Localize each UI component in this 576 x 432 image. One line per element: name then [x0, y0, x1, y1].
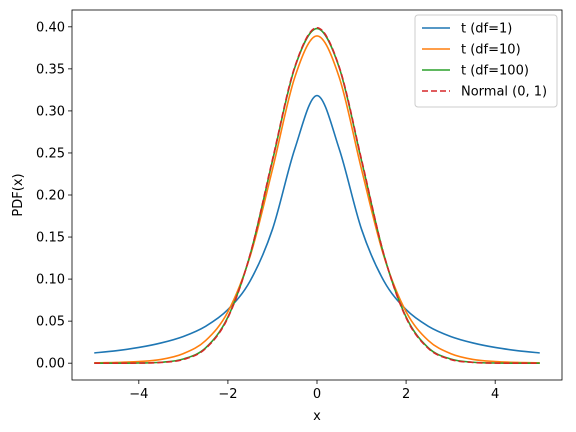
series-layer [94, 26, 540, 364]
x-axis-label: x [313, 409, 321, 424]
y-axis-ticks: 0.00 0.05 0.10 0.15 0.20 0.25 0.30 0.35 0.40 [36, 20, 72, 372]
legend-label: Normal (0, 1) [461, 85, 547, 100]
x-tick-label: −4 [129, 387, 148, 402]
y-tick-label: 0.10 [36, 273, 65, 288]
y-tick-label: 0.25 [36, 146, 65, 161]
y-tick-label: 0.35 [36, 62, 65, 77]
y-tick-label: 0.05 [36, 315, 65, 330]
y-tick-label: 0.20 [36, 189, 65, 204]
series-line-3 [94, 26, 540, 364]
legend-label: t (df=10) [461, 43, 521, 58]
y-tick-label: 0.00 [36, 357, 65, 372]
legend-label: t (df=1) [461, 22, 512, 37]
x-tick-label: 2 [402, 387, 410, 402]
legend-label: t (df=100) [461, 64, 529, 79]
series-line-0 [94, 94, 540, 354]
y-axis-label: PDF(x) [11, 173, 26, 216]
x-tick-label: −2 [218, 387, 237, 402]
x-tick-label: 4 [491, 387, 499, 402]
y-tick-label: 0.30 [36, 104, 65, 119]
y-tick-label: 0.40 [36, 20, 65, 35]
x-tick-label: 0 [313, 387, 321, 402]
series-line-1 [94, 35, 540, 364]
y-tick-label: 0.15 [36, 231, 65, 246]
x-axis-ticks: −4 −2 0 2 4 [129, 380, 499, 402]
legend-frame [414, 14, 558, 108]
legend: t (df=1) t (df=10) t (df=100) Normal (0, 1) [414, 14, 558, 108]
